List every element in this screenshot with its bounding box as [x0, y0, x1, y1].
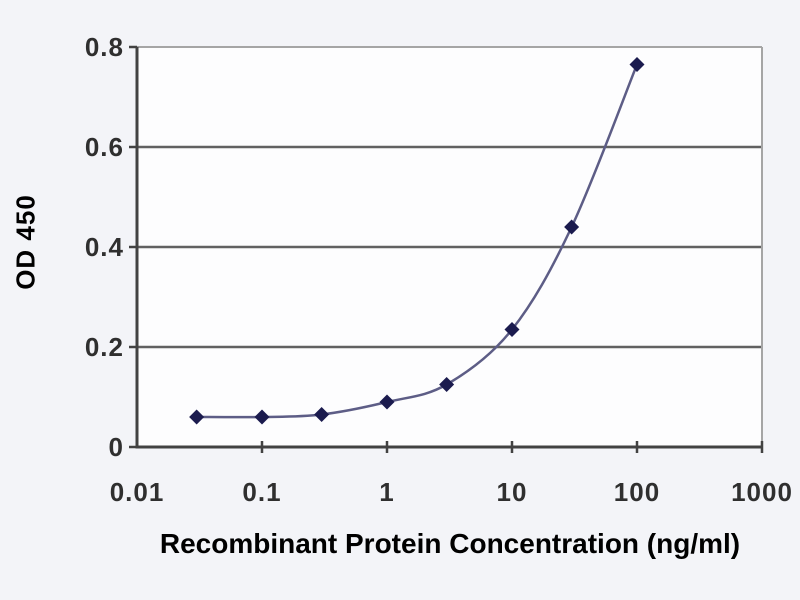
data-point-marker: [504, 322, 520, 337]
y-tick-label: 0: [109, 432, 124, 462]
x-tick-label: 0.01: [110, 477, 165, 507]
data-point-marker: [439, 377, 455, 392]
x-tick-label: 0.1: [242, 477, 281, 507]
y-tick-label: 0.2: [85, 332, 124, 362]
data-point-marker: [189, 409, 205, 425]
y-axis-title: OD 450: [10, 194, 41, 290]
y-tick-label: 0.8: [85, 32, 124, 62]
x-axis-title: Recombinant Protein Concentration (ng/ml…: [159, 528, 741, 559]
data-point-marker: [629, 57, 645, 72]
x-tick-label: 1000: [731, 477, 793, 507]
data-point-marker: [379, 394, 395, 410]
x-tick-label: 10: [497, 477, 528, 507]
data-point-marker: [254, 409, 270, 425]
data-point-marker: [564, 219, 580, 235]
y-tick-label: 0.6: [85, 132, 124, 162]
x-tick-label: 100: [614, 477, 660, 507]
x-tick-label: 1: [379, 477, 394, 507]
y-tick-label: 0.4: [85, 232, 124, 262]
data-point-marker: [314, 407, 330, 422]
